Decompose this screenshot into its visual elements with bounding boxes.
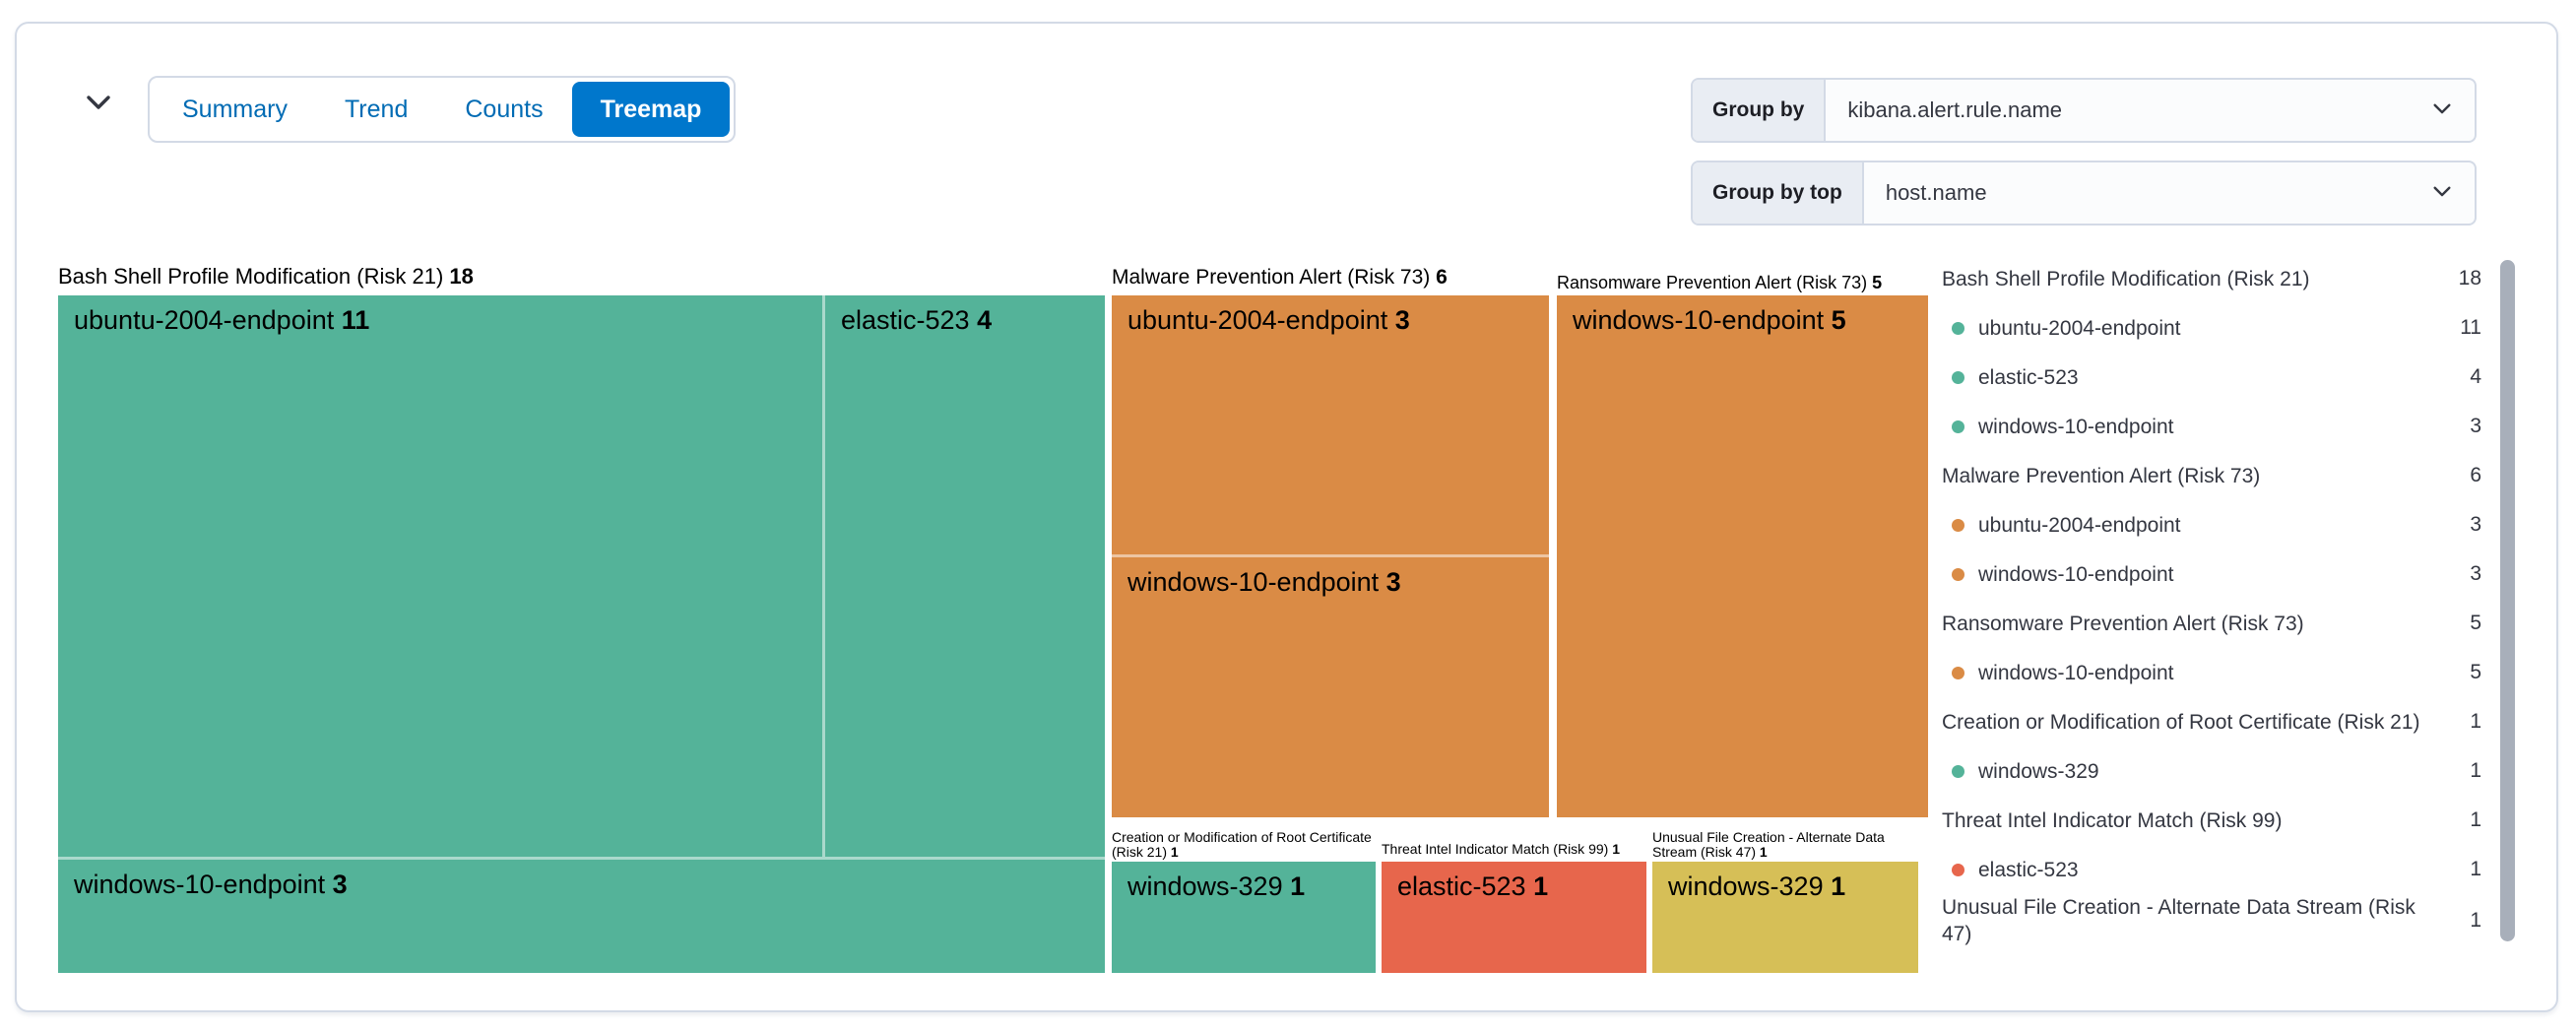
legend-color-dot-icon xyxy=(1952,419,1964,433)
treemap-cell[interactable]: windows-10-endpoint 5 xyxy=(1557,295,1928,817)
legend-color-dot-icon xyxy=(1952,567,1964,581)
group-by-top-label: Group by top xyxy=(1693,162,1864,224)
legend-color-dot-icon xyxy=(1952,321,1964,335)
chevron-down-icon xyxy=(2429,96,2455,126)
group-by-label: Group by xyxy=(1693,80,1827,141)
legend-host-row[interactable]: windows-10-endpoint 5 xyxy=(1942,648,2481,697)
chevron-down-icon xyxy=(2429,178,2455,209)
tab-summary[interactable]: Summary xyxy=(154,82,316,137)
treemap-group-header: Bash Shell Profile Modification (Risk 21… xyxy=(58,264,474,289)
legend-host-row[interactable]: ubuntu-2004-endpoint 11 xyxy=(1942,303,2481,353)
tab-counts[interactable]: Counts xyxy=(436,82,571,137)
view-mode-button-group: Summary Trend Counts Treemap xyxy=(148,76,737,143)
legend-rule-row[interactable]: Threat Intel Indicator Match (Risk 99) 1 xyxy=(1942,808,2481,832)
legend-rule-row[interactable]: Unusual File Creation - Alternate Data S… xyxy=(1942,896,2481,945)
legend-host-row[interactable]: windows-329 1 xyxy=(1942,746,2481,796)
group-by-value: kibana.alert.rule.name xyxy=(1847,97,2063,122)
treemap-cell[interactable]: windows-329 1 xyxy=(1112,862,1376,973)
treemap-cell[interactable]: elastic-523 1 xyxy=(1382,862,1646,973)
treemap-cell[interactable]: ubuntu-2004-endpoint 11 xyxy=(58,295,825,860)
treemap-cell[interactable]: elastic-523 4 xyxy=(825,295,1105,860)
treemap-cell[interactable]: windows-329 1 xyxy=(1652,862,1918,973)
legend-rule-row[interactable]: Malware Prevention Alert (Risk 73) 6 xyxy=(1942,464,2481,487)
legend-rule-row[interactable]: Bash Shell Profile Modification (Risk 21… xyxy=(1942,267,2481,290)
treemap-group-header: Threat Intel Indicator Match (Risk 99) 1 xyxy=(1382,841,1620,857)
group-by-top-select[interactable]: Group by top host.name xyxy=(1691,161,2477,226)
group-by-select[interactable]: Group by kibana.alert.rule.name xyxy=(1691,78,2477,143)
legend-color-dot-icon xyxy=(1952,764,1964,778)
treemap-group-header: Malware Prevention Alert (Risk 73) 6 xyxy=(1112,266,1448,289)
chart-legend: Bash Shell Profile Modification (Risk 21… xyxy=(1942,254,2481,947)
legend-color-dot-icon xyxy=(1952,518,1964,532)
treemap-group-header: Unusual File Creation - Alternate Data S… xyxy=(1652,829,1885,860)
chevron-down-icon xyxy=(83,87,114,121)
treemap-cell[interactable]: ubuntu-2004-endpoint 3 xyxy=(1112,295,1549,557)
treemap-group-header: Creation or Modification of Root Certifi… xyxy=(1112,829,1372,860)
legend-color-dot-icon xyxy=(1952,863,1964,876)
legend-host-row[interactable]: elastic-523 4 xyxy=(1942,353,2481,402)
tab-treemap[interactable]: Treemap xyxy=(571,82,731,137)
treemap-cell[interactable]: windows-10-endpoint 3 xyxy=(1112,557,1549,817)
legend-rule-row[interactable]: Ransomware Prevention Alert (Risk 73) 5 xyxy=(1942,612,2481,635)
legend-host-row[interactable]: ubuntu-2004-endpoint 3 xyxy=(1942,500,2481,549)
treemap-cell[interactable]: windows-10-endpoint 3 xyxy=(58,860,1105,973)
collapse-panel-button[interactable] xyxy=(74,81,123,126)
tab-trend[interactable]: Trend xyxy=(316,82,436,137)
treemap-group-header: Ransomware Prevention Alert (Risk 73) 5 xyxy=(1557,273,1883,292)
group-by-top-value: host.name xyxy=(1885,180,1987,205)
legend-color-dot-icon xyxy=(1952,666,1964,679)
legend-scrollbar-thumb[interactable] xyxy=(2500,260,2515,941)
legend-color-dot-icon xyxy=(1952,370,1964,384)
legend-rule-row[interactable]: Creation or Modification of Root Certifi… xyxy=(1942,710,2481,734)
legend-host-row[interactable]: elastic-523 1 xyxy=(1942,845,2481,894)
legend-host-row[interactable]: windows-10-endpoint 3 xyxy=(1942,402,2481,451)
legend-host-row[interactable]: windows-10-endpoint 3 xyxy=(1942,549,2481,599)
